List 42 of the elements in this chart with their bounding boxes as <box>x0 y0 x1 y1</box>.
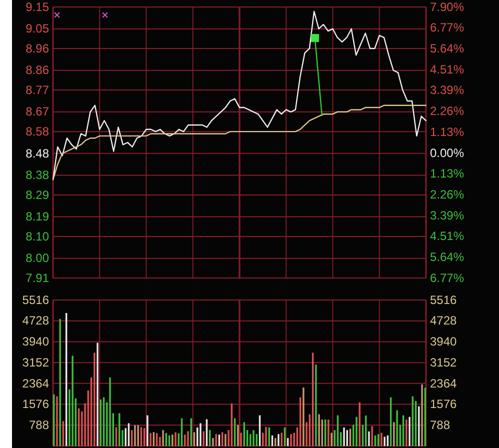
y-tick-label: 8.48 <box>26 146 50 160</box>
y-tick-label: 788 <box>28 418 50 432</box>
y2-tick-label: 3.39% <box>430 83 464 98</box>
y2-tick-label: 3152 <box>430 355 458 370</box>
y2-tick-label: 1.13% <box>430 124 464 139</box>
y2-tick-label: 788 <box>430 418 450 432</box>
y-tick-label: 8.19 <box>26 210 50 224</box>
y-tick-label: 3940 <box>22 334 50 349</box>
y2-tick-label: 3.39% <box>430 208 464 222</box>
y2-tick-label: 6.77% <box>430 270 464 285</box>
y-tick-label: 2364 <box>22 376 50 390</box>
y-tick-label: 8.10 <box>26 229 50 244</box>
y2-tick-label: 5516 <box>430 292 458 307</box>
y2-tick-label: 1576 <box>430 397 458 412</box>
y-tick-label: 8.00 <box>26 251 50 266</box>
y2-tick-label: 2364 <box>430 376 458 390</box>
y2-tick-label: 4728 <box>430 314 458 328</box>
y-tick-label: 7.91 <box>26 270 50 285</box>
y2-tick-label: 2.26% <box>430 188 464 202</box>
y-tick-label: 9.05 <box>26 22 50 36</box>
y-tick-label: 9.15 <box>26 0 50 14</box>
y2-tick-label: 1.13% <box>430 166 464 181</box>
y-tick-label: 8.86 <box>26 63 50 78</box>
y2-tick-label: 0.00% <box>430 146 464 160</box>
y2-tick-label: 6.77% <box>430 20 464 35</box>
y-tick-label: 8.38 <box>26 168 50 182</box>
y-tick-label: 8.67 <box>26 104 50 119</box>
y-tick-label: 3152 <box>22 355 50 370</box>
y2-tick-label: 5.64% <box>430 250 464 264</box>
y-tick-label: 5516 <box>22 292 50 307</box>
y-tick-label: 8.29 <box>26 188 50 202</box>
y-tick-label: 8.77 <box>26 82 50 97</box>
y2-tick-label: 2.26% <box>430 104 464 118</box>
y2-tick-label: 3940 <box>430 334 458 349</box>
y2-tick-label: 7.90% <box>430 0 464 14</box>
y2-tick-label: 4.51% <box>430 229 464 244</box>
y-tick-label: 8.96 <box>26 41 50 56</box>
y2-tick-label: 5.64% <box>430 42 464 56</box>
y2-tick-label: 4.51% <box>430 62 464 76</box>
y-tick-label: 1576 <box>22 397 50 412</box>
y-tick-label: 4728 <box>22 314 50 328</box>
y-tick-label: 8.58 <box>26 124 50 138</box>
